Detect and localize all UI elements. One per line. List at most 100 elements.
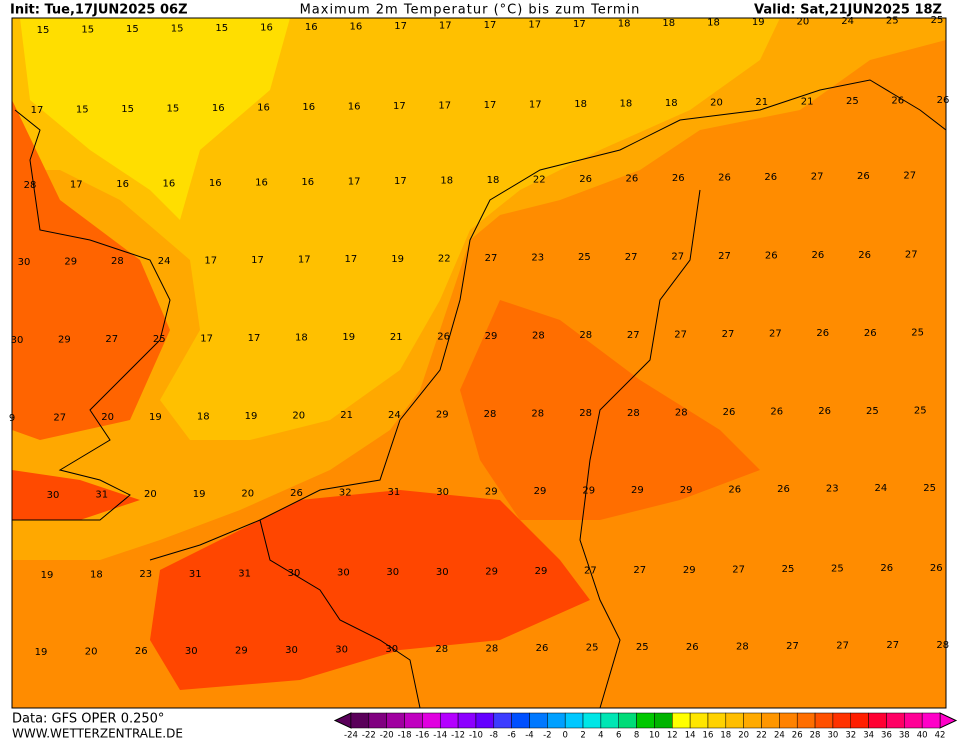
- temperature-label: 27: [811, 172, 824, 183]
- temperature-label: 15: [215, 23, 228, 34]
- temperature-label: 27: [786, 641, 799, 652]
- temperature-label: 29: [534, 486, 547, 497]
- colorbar-label: 22: [756, 731, 767, 741]
- temperature-label: 31: [95, 490, 108, 501]
- temperature-label: 29: [485, 486, 498, 497]
- temperature-label: 29: [235, 645, 248, 656]
- colorbar-cell: [600, 712, 619, 729]
- temperature-label: 19: [149, 412, 162, 423]
- temperature-label: 19: [391, 254, 404, 265]
- temperature-label: 26: [536, 643, 549, 654]
- temperature-label: 28: [579, 330, 592, 341]
- temperature-label: 30: [436, 567, 449, 578]
- temperature-label: 18: [197, 411, 210, 422]
- temperature-label: 25: [923, 483, 936, 494]
- temperature-label: 21: [340, 410, 353, 421]
- temperature-label: 15: [37, 25, 50, 36]
- colorbar-label: 42: [935, 731, 946, 741]
- temperature-label: 15: [126, 24, 139, 35]
- colorbar-label: -4: [525, 731, 533, 741]
- temperature-label: 29: [582, 486, 595, 497]
- temperature-label: 25: [153, 334, 166, 345]
- temperature-label: 26: [764, 172, 777, 183]
- colorbar-cell: [725, 712, 744, 729]
- temperature-label: 15: [167, 104, 180, 115]
- temperature-label: 20: [101, 412, 114, 423]
- temperature-label: 16: [302, 102, 315, 113]
- colorbar-cell: [832, 712, 852, 729]
- temperature-label: 27: [769, 329, 782, 340]
- temperature-label: 30: [288, 568, 301, 579]
- colorbar-label: 10: [649, 731, 660, 741]
- temperature-label: 17: [528, 20, 541, 31]
- temperature-label: 23: [139, 569, 152, 580]
- colorbar-label: -10: [469, 731, 483, 741]
- temperature-label: 25: [914, 405, 927, 416]
- temperature-label: 30: [436, 487, 449, 498]
- temperature-label: 29: [631, 485, 644, 496]
- temperature-label: 26: [818, 406, 831, 417]
- colorbar-cell: [868, 712, 887, 729]
- colorbar-cell: [422, 712, 441, 729]
- temperature-label: 17: [204, 255, 217, 266]
- temperature-label: 18: [662, 18, 675, 29]
- colorbar-cell: [457, 712, 477, 729]
- colorbar-cell: [636, 712, 655, 729]
- temperature-label: 18: [665, 98, 678, 109]
- temperature-label: 25: [886, 16, 899, 27]
- temperature-label: 19: [35, 647, 48, 658]
- colorbar-label: 8: [634, 731, 639, 741]
- colorbar-label: 36: [881, 731, 892, 741]
- temperature-label: 26: [880, 563, 893, 574]
- colorbar-label: 20: [738, 731, 749, 741]
- temperature-label: 27: [625, 252, 638, 263]
- colorbar-cell: [368, 712, 387, 729]
- colorbar-cell: [761, 712, 780, 729]
- temperature-label: 28: [532, 331, 545, 342]
- colorbar-cell: [386, 712, 405, 729]
- temperature-label: 18: [440, 176, 453, 187]
- temperature-label: 26: [937, 95, 950, 106]
- temperature-label: 24: [875, 483, 888, 494]
- colorbar-label: 0: [562, 731, 567, 741]
- temperature-label: 17: [484, 100, 497, 111]
- colorbar-arrow-left: [333, 712, 352, 729]
- temperature-label: 28: [111, 256, 124, 267]
- website: WWW.WETTERZENTRALE.DE: [12, 727, 183, 741]
- temperature-label: 28: [486, 643, 499, 654]
- colorbar-label: 18: [720, 731, 731, 741]
- map-title: Maximum 2m Temperatur (°C) bis zum Termi…: [300, 3, 641, 18]
- temperature-label: 27: [886, 640, 899, 651]
- temperature-label: 26: [765, 251, 778, 262]
- temperature-label: 27: [674, 329, 687, 340]
- temperature-label: 26: [718, 173, 731, 184]
- temperature-label: 16: [116, 179, 129, 190]
- colorbar-label: 38: [899, 731, 910, 741]
- temperature-label: 29: [535, 566, 548, 577]
- temperature-label: 28: [435, 644, 448, 655]
- colorbar-label: 6: [616, 731, 621, 741]
- temperature-label: 31: [238, 568, 251, 579]
- colorbar-cell: [564, 712, 584, 729]
- colorbar-cell: [689, 712, 709, 729]
- colorbar-label: 12: [667, 731, 678, 741]
- temperature-label: 28: [675, 407, 688, 418]
- temperature-label: 26: [579, 174, 592, 185]
- temperature-label: 25: [782, 564, 795, 575]
- temperature-label: 24: [158, 256, 171, 267]
- temperature-label: 21: [390, 332, 403, 343]
- temperature-label: 18: [90, 570, 103, 581]
- temperature-label: 26: [723, 407, 736, 418]
- colorbar-label: 26: [792, 731, 803, 741]
- temperature-label: 30: [185, 646, 198, 657]
- temperature-label: 29: [683, 565, 696, 576]
- colorbar-label: 32: [845, 731, 856, 741]
- temperature-label: 15: [76, 105, 89, 116]
- temperature-label: 25: [636, 642, 649, 653]
- temperature-label: 26: [891, 96, 904, 107]
- temperature-label: 28: [484, 409, 497, 420]
- temperature-label: 26: [777, 484, 790, 495]
- temperature-label: 17: [438, 101, 451, 112]
- temperature-label: 28: [627, 408, 640, 419]
